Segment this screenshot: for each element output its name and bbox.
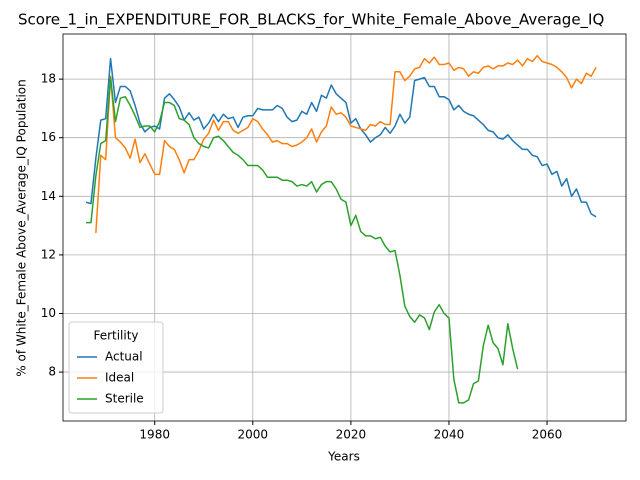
legend-label: Actual: [105, 350, 143, 364]
series-line: [86, 76, 519, 404]
legend-box: [68, 321, 164, 414]
y-tick-label: 14: [41, 189, 56, 203]
x-tick-label: 2020: [336, 428, 367, 442]
x-tick-label: 2000: [238, 428, 269, 442]
x-tick-label: 2060: [532, 428, 563, 442]
y-tick-label: 18: [41, 72, 56, 86]
legend-label: Ideal: [105, 371, 134, 385]
legend-title: Fertility: [93, 329, 138, 343]
y-tick-label: 12: [41, 247, 56, 261]
x-tick-label: 2040: [434, 428, 465, 442]
chart-title: Score_1_in_EXPENDITURE_FOR_BLACKS_for_Wh…: [18, 11, 604, 30]
y-tick-label: 8: [48, 365, 56, 379]
legend-label: Sterile: [105, 392, 144, 406]
y-tick-label: 10: [41, 306, 56, 320]
x-tick-label: 1980: [139, 428, 170, 442]
series-line: [85, 57, 597, 218]
y-tick-label: 16: [41, 130, 56, 144]
y-axis-label: % of White_Female Above_Average_IQ Popul…: [15, 79, 29, 376]
series-line: [95, 54, 597, 233]
x-axis-label: Years: [327, 450, 360, 464]
plot-frame: [62, 33, 627, 422]
